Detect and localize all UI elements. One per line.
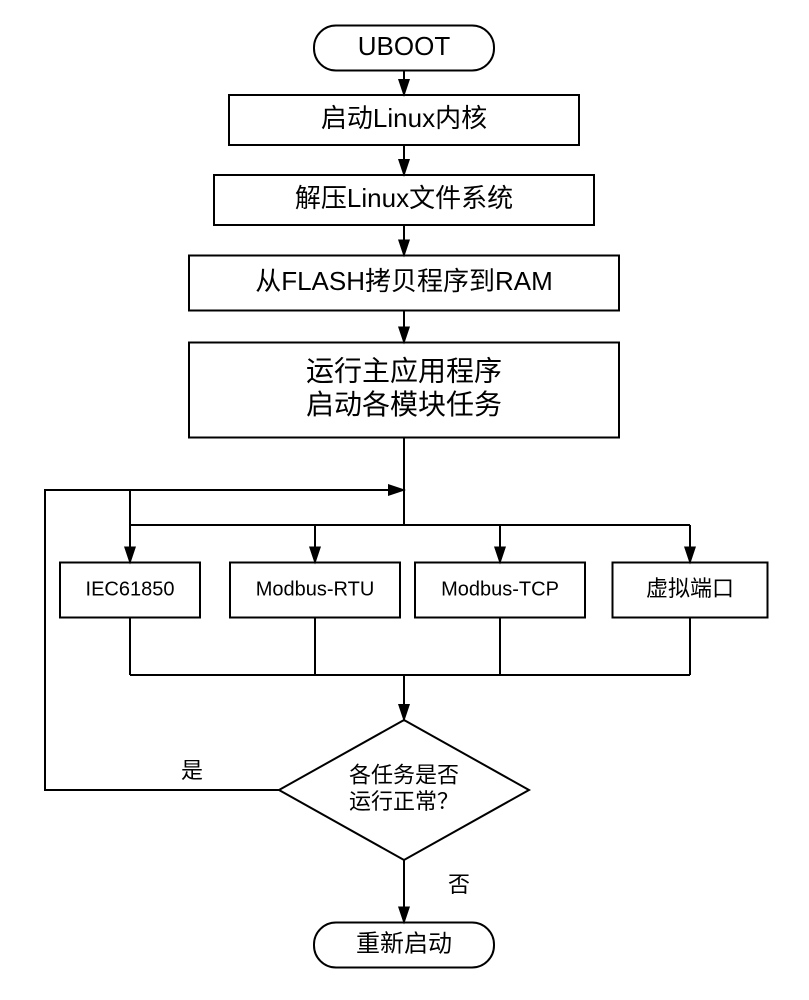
yes-label: 是 [181,758,203,783]
label-dec-1: 各任务是否 [349,763,459,788]
node-m1: IEC61850 [60,563,200,618]
flowchart-canvas: UBOOT 启动Linux内核解压Linux文件系统从FLASH拷贝程序到RAM 运… [0,0,809,1000]
node-n3: 从FLASH拷贝程序到RAM [189,256,619,311]
label-dec-2: 运行正常？ [349,789,459,814]
label-start: UBOOT [358,31,451,61]
label-n2: 解压Linux文件系统 [295,183,513,213]
label-n4-2: 启动各模块任务 [306,389,502,420]
label-m4: 虚拟端口 [646,576,734,601]
label-m3: Modbus-TCP [441,578,559,600]
label-n4-1: 运行主应用程序 [306,356,502,387]
node-n1: 启动Linux内核 [229,95,579,145]
node-end: 重新启动 [314,923,494,968]
node-n2: 解压Linux文件系统 [214,175,594,225]
loop-yes [45,490,404,790]
label-end: 重新启动 [356,930,452,957]
no-label: 否 [448,872,470,897]
node-m3: Modbus-TCP [415,563,585,618]
label-n1: 启动Linux内核 [321,103,487,133]
label-n3: 从FLASH拷贝程序到RAM [255,266,553,296]
node-start: UBOOT [314,26,494,71]
node-m4: 虚拟端口 [613,563,768,618]
node-n4: 运行主应用程序启动各模块任务 [189,343,619,438]
node-dec: 各任务是否运行正常？ [279,720,529,860]
label-m2: Modbus-RTU [256,578,375,600]
label-m1: IEC61850 [86,578,175,600]
node-m2: Modbus-RTU [230,563,400,618]
